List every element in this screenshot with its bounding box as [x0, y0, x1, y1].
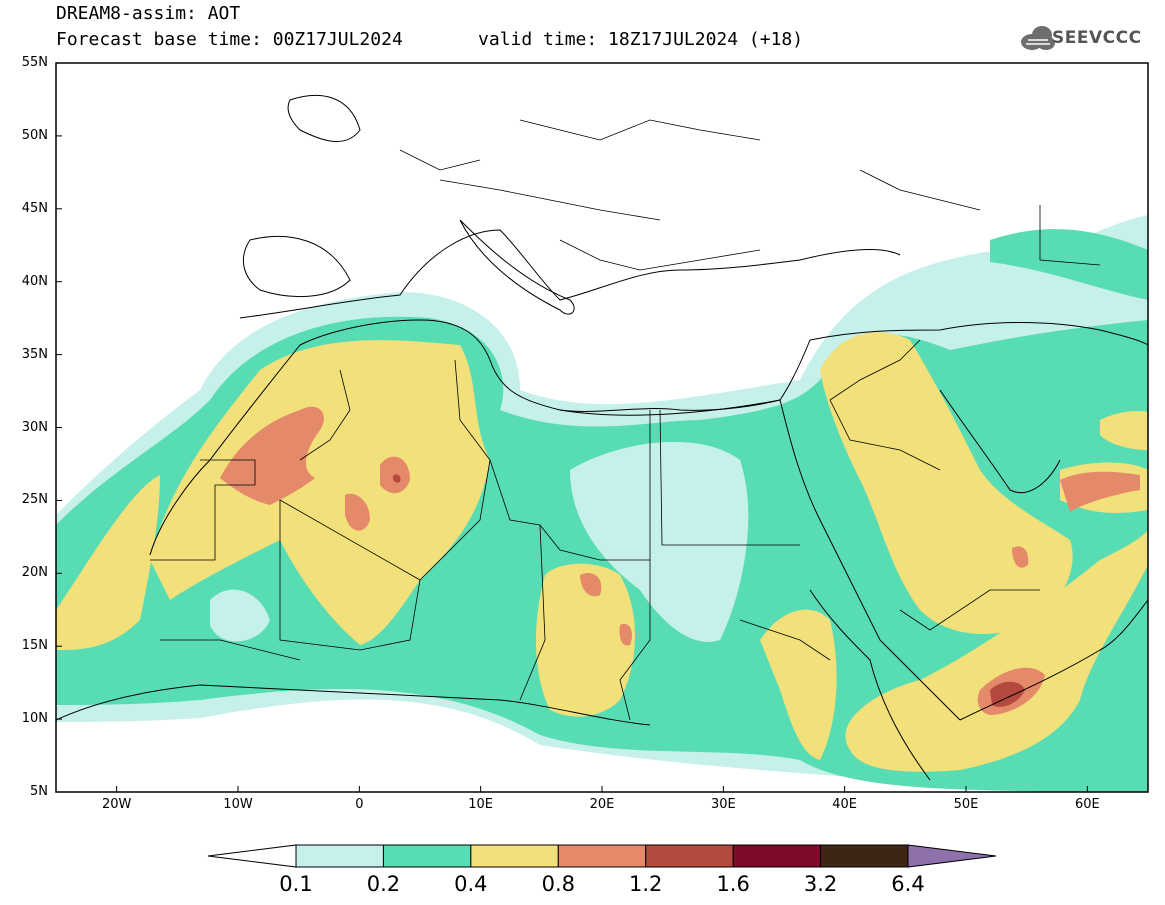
colorbar-label: 0.2: [366, 872, 401, 896]
lon-tick-label: 0: [355, 797, 364, 812]
lon-tick-label: 20E: [589, 797, 615, 812]
title-valid-time: valid time: 18Z17JUL2024 (+18): [478, 29, 804, 50]
aot-contour-1.2: [392, 474, 1025, 707]
coastlines: [56, 94, 1148, 781]
colorbar-label: 0.8: [541, 872, 575, 896]
lat-tick-label: 35N: [21, 346, 48, 362]
colorbar-label: 1.6: [716, 872, 750, 896]
axis-ticks: [56, 62, 1088, 793]
cloud-icon: [1021, 26, 1055, 50]
lon-tick-label: 30E: [710, 797, 736, 812]
lat-tick-label: 25N: [21, 492, 48, 508]
lat-tick-label: 30N: [21, 419, 48, 435]
lon-tick-label: 60E: [1074, 797, 1100, 812]
lon-tick-label: 40E: [832, 797, 858, 812]
lat-tick-label: 45N: [21, 200, 48, 216]
lat-tick-label: 40N: [21, 273, 48, 289]
title-base-time: Forecast base time: 00Z17JUL2024: [56, 29, 403, 50]
lon-tick-label: 20W: [101, 797, 132, 812]
lon-tick-label: 50E: [953, 797, 979, 812]
lon-tick-label: 10E: [468, 797, 494, 812]
lat-tick-label: 20N: [21, 565, 48, 581]
logo-text: SEEVCCC: [1052, 28, 1142, 48]
colorbar-label: 1.2: [629, 872, 663, 896]
lat-tick-label: 15N: [21, 638, 48, 654]
title-model: DREAM8-assim: AOT: [56, 3, 241, 24]
lon-tick-label: 10W: [223, 797, 253, 812]
colorbar-label: 3.2: [803, 872, 838, 896]
lat-tick-label: 50N: [21, 127, 48, 143]
lat-tick-label: 5N: [30, 784, 48, 799]
lat-tick-label: 10N: [21, 711, 48, 727]
colorbar-label: 6.4: [891, 872, 925, 896]
country-borders: [150, 119, 1101, 721]
lat-tick-label: 55N: [21, 55, 48, 70]
colorbar-label: 0.1: [279, 872, 313, 896]
colorbar-label: 0.4: [454, 872, 488, 896]
